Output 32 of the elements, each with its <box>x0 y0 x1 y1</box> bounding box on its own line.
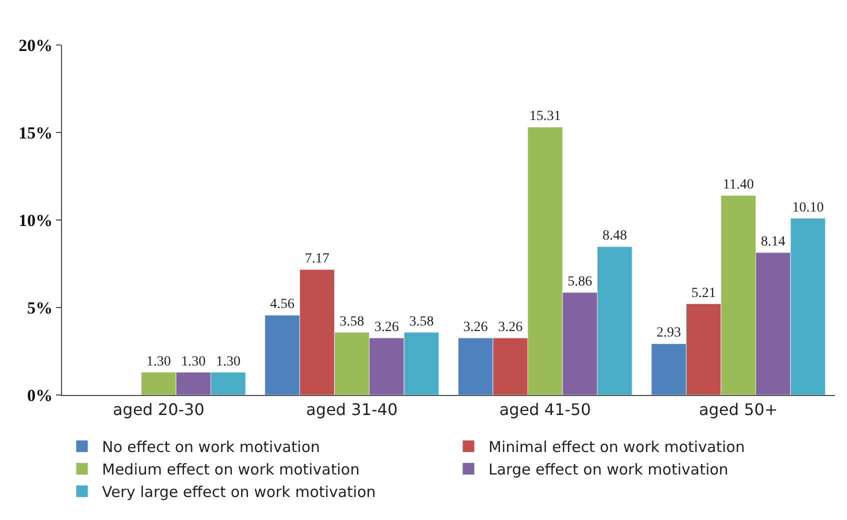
y-tick-label: 0% <box>27 386 53 405</box>
data-label: 3.58 <box>409 314 434 330</box>
y-tick-label: 10% <box>18 210 53 230</box>
data-label: 4.56 <box>270 297 295 312</box>
data-label: 10.10 <box>792 200 824 216</box>
data-label: 3.26 <box>374 320 399 335</box>
data-label: 1.30 <box>146 354 171 370</box>
data-label: 1.30 <box>181 354 206 370</box>
legend-label: Minimal effect on work motivation <box>488 438 745 456</box>
x-tick-label: aged 20-30 <box>112 400 204 420</box>
data-label: 5.86 <box>568 274 592 290</box>
legend-label: No effect on work motivation <box>102 438 320 456</box>
data-label: 3.26 <box>463 320 488 335</box>
x-tick-label: aged 41-50 <box>499 400 591 420</box>
data-label: 11.40 <box>722 178 754 192</box>
x-tick-label: aged 31-40 <box>306 400 398 420</box>
legend-label: Very large effect on work motivation <box>102 483 376 502</box>
y-tick-label: 15% <box>18 123 53 142</box>
legend-label: Medium effect on work motivation <box>102 460 360 479</box>
data-label: 15.31 <box>529 109 561 124</box>
y-tick-label: 5% <box>27 298 53 318</box>
data-label: 1.30 <box>216 354 240 370</box>
data-label: 2.93 <box>656 326 682 341</box>
data-label: 5.21 <box>691 286 716 301</box>
data-label: 3.26 <box>498 320 523 335</box>
data-label: 3.58 <box>340 314 364 330</box>
data-label: 8.48 <box>602 228 627 244</box>
x-tick-label: aged 50+ <box>698 400 778 420</box>
data-label: 8.14 <box>760 234 786 250</box>
data-label: 7.17 <box>304 252 330 267</box>
legend-label: Large effect on work motivation <box>488 460 728 479</box>
y-tick-label: 20% <box>18 36 53 55</box>
